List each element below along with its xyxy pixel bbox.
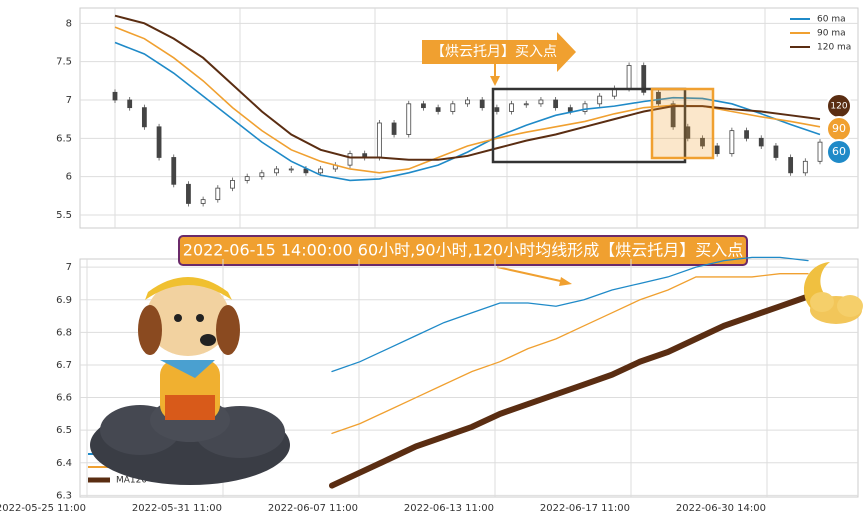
ma-line — [329, 293, 811, 489]
box-dark — [491, 87, 687, 164]
banner — [178, 235, 748, 266]
candle — [200, 199, 206, 204]
ma-line — [114, 14, 821, 161]
legend-label: 60 ma — [817, 15, 846, 25]
candle — [156, 126, 162, 158]
y-tick-label: 7.5 — [56, 57, 72, 68]
candle — [288, 168, 294, 171]
y-tick-label: 7 — [66, 95, 72, 106]
candle — [141, 107, 147, 128]
arrow-head — [490, 76, 500, 86]
badge-label: 90 — [832, 122, 846, 135]
candle — [171, 157, 177, 185]
candle — [744, 130, 749, 139]
candle — [509, 103, 514, 112]
candle — [230, 180, 235, 189]
candle — [788, 157, 794, 174]
x-tick-label: 2022-05-25 11:00 — [0, 503, 86, 514]
candle — [553, 99, 559, 109]
legend-label: MA120 — [116, 476, 147, 486]
x-tick-label: 2022-05-31 11:00 — [132, 503, 222, 514]
banner-title: 2022-06-15 14:00:00 60小时,90小时,120小时均线形成【… — [183, 241, 743, 260]
candle — [758, 137, 764, 147]
candle — [817, 141, 823, 162]
candle — [376, 122, 382, 158]
candle — [318, 168, 324, 174]
candle — [259, 172, 265, 178]
ma-line — [114, 41, 821, 182]
y-tick-label: 8 — [66, 18, 72, 29]
candle — [538, 99, 544, 105]
candle — [127, 99, 133, 109]
candle — [494, 107, 500, 112]
y-tick-label: 6.8 — [56, 327, 72, 338]
candle — [597, 95, 603, 105]
y-tick-label: 6.9 — [56, 295, 72, 306]
y-tick-label: 5.5 — [56, 210, 72, 221]
badge — [826, 139, 852, 165]
y-tick-label: 6.5 — [56, 425, 72, 436]
candle — [802, 160, 808, 174]
candle — [729, 130, 735, 155]
candle — [435, 107, 441, 112]
candle — [641, 65, 647, 93]
candle — [656, 91, 661, 105]
candle — [406, 103, 412, 135]
candle — [670, 103, 676, 128]
dog-illustration — [90, 277, 290, 485]
candle — [215, 187, 221, 201]
candle — [700, 137, 705, 147]
y-tick-label: 6.5 — [56, 133, 72, 144]
ma-line — [331, 273, 809, 435]
candle — [347, 153, 353, 166]
candle — [112, 91, 118, 101]
legend-label: 90 ma — [817, 29, 846, 39]
badge-label: 60 — [832, 145, 846, 158]
x-tick-label: 2022-06-17 11:00 — [540, 503, 630, 514]
y-tick-label: 6.7 — [56, 360, 72, 371]
candle — [244, 176, 250, 181]
candle — [186, 183, 191, 204]
y-tick-label: 6.3 — [56, 490, 72, 501]
candle — [465, 99, 470, 105]
y-tick-label: 7 — [66, 262, 72, 273]
x-tick-label: 2022-06-13 11:00 — [404, 503, 494, 514]
y-tick-label: 6.6 — [56, 393, 72, 404]
arrow-head — [559, 277, 572, 286]
candle — [391, 122, 397, 135]
candle — [421, 103, 426, 109]
x-tick-label: 2022-06-30 14:00 — [676, 503, 766, 514]
x-tick-label: 2022-06-07 11:00 — [268, 503, 358, 514]
candle — [274, 168, 279, 174]
y-tick-label: 6 — [66, 172, 72, 183]
annotation-arrow — [422, 32, 576, 72]
candle — [582, 103, 588, 112]
candle — [773, 145, 779, 158]
box-orange — [650, 87, 715, 160]
arrow — [496, 266, 566, 283]
legend-label: 120 ma — [817, 43, 851, 53]
moon-illustration — [803, 262, 863, 324]
badge-label: 120 — [830, 102, 847, 112]
candle — [567, 107, 573, 112]
y-tick-label: 6.4 — [56, 458, 72, 469]
vertical-grid — [114, 8, 766, 228]
candle — [626, 65, 632, 89]
candle — [479, 99, 485, 109]
candle — [450, 103, 456, 112]
annotation: 【烘云托月】买入点 — [431, 44, 557, 60]
candle — [523, 103, 529, 106]
ma-line — [331, 256, 809, 373]
candle — [714, 145, 720, 155]
